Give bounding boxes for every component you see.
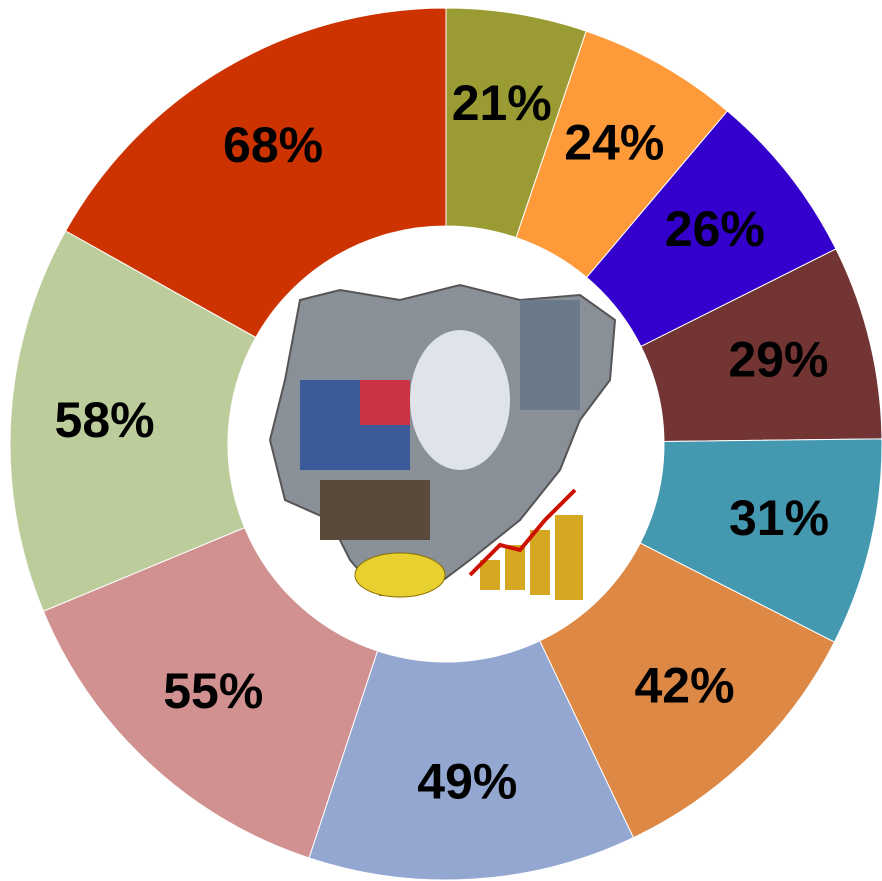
value-label: 24% [564,114,664,170]
value-label: 55% [163,663,263,719]
coin-stack [530,530,550,595]
value-label: 26% [665,201,765,257]
value-label: 42% [634,657,734,713]
page: {"chart_data": {"type": "pie", "donut": … [0,0,882,881]
building [520,300,580,410]
coin-stack [555,515,583,600]
value-label: 58% [55,392,155,448]
crowd [320,480,430,540]
dish [410,330,510,470]
value-label: 21% [452,75,552,131]
coins [355,553,445,597]
container-red [360,380,410,425]
value-label: 49% [417,754,517,810]
value-label: 68% [223,117,323,173]
coin-stack [505,545,525,590]
value-label: 29% [728,332,828,388]
chart: 21%24%26% 29% 31% 42% 49% 55% 58% 68% [0,0,882,881]
value-label: 31% [729,490,829,546]
